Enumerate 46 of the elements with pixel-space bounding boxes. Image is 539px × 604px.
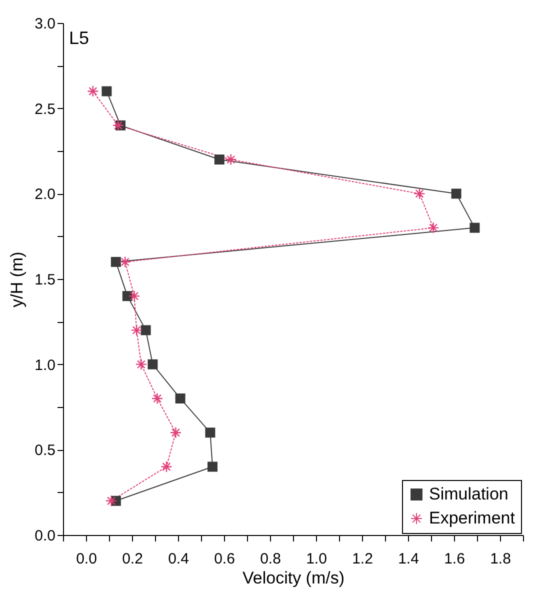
y-tick-label: 2.0 xyxy=(34,186,56,204)
x-tick-label: 1.2 xyxy=(352,550,373,568)
legend-label: Experiment xyxy=(429,508,516,528)
point xyxy=(160,460,172,473)
point xyxy=(130,324,142,336)
point xyxy=(122,291,132,302)
x-tick-label: 1.6 xyxy=(444,550,465,568)
point xyxy=(119,256,131,268)
annotation: L5 xyxy=(69,28,90,48)
legend-label: Simulation xyxy=(429,484,508,504)
y-tick-label: 0.5 xyxy=(34,442,56,460)
y-tick-label: 2.5 xyxy=(34,100,56,118)
point xyxy=(105,495,118,507)
point xyxy=(175,393,186,404)
y-tick-label: 1.0 xyxy=(34,356,56,374)
point xyxy=(225,154,237,166)
x-tick-label: 0.2 xyxy=(122,550,143,568)
point xyxy=(140,325,151,336)
x-tick-label: 0.4 xyxy=(168,550,189,568)
point xyxy=(151,392,164,404)
x-tick-label: 0.8 xyxy=(260,550,281,568)
x-tick-label: 1.8 xyxy=(490,550,511,568)
point xyxy=(148,359,158,370)
point xyxy=(135,358,148,370)
y-tick-label: 0.0 xyxy=(34,528,56,544)
y-axis-title: y/H (m) xyxy=(8,252,27,308)
point xyxy=(451,188,462,199)
point xyxy=(208,462,218,472)
y-tick-label: 3.0 xyxy=(34,16,56,32)
point xyxy=(112,120,124,132)
point xyxy=(427,222,440,234)
point xyxy=(205,428,216,438)
x-tick-label: 0.0 xyxy=(76,550,97,568)
x-axis-title: Velocity (m/s) xyxy=(242,568,345,588)
point xyxy=(87,85,99,98)
point xyxy=(102,86,112,96)
point xyxy=(414,188,426,200)
point xyxy=(170,426,182,438)
point xyxy=(214,154,224,165)
x-tick-label: 0.6 xyxy=(214,550,235,568)
point xyxy=(470,222,480,233)
point xyxy=(128,290,140,302)
point xyxy=(110,256,121,267)
y-tick-label: 1.5 xyxy=(34,272,56,288)
x-tick-label: 1.4 xyxy=(398,550,419,568)
x-tick-label: 1.0 xyxy=(306,550,327,568)
